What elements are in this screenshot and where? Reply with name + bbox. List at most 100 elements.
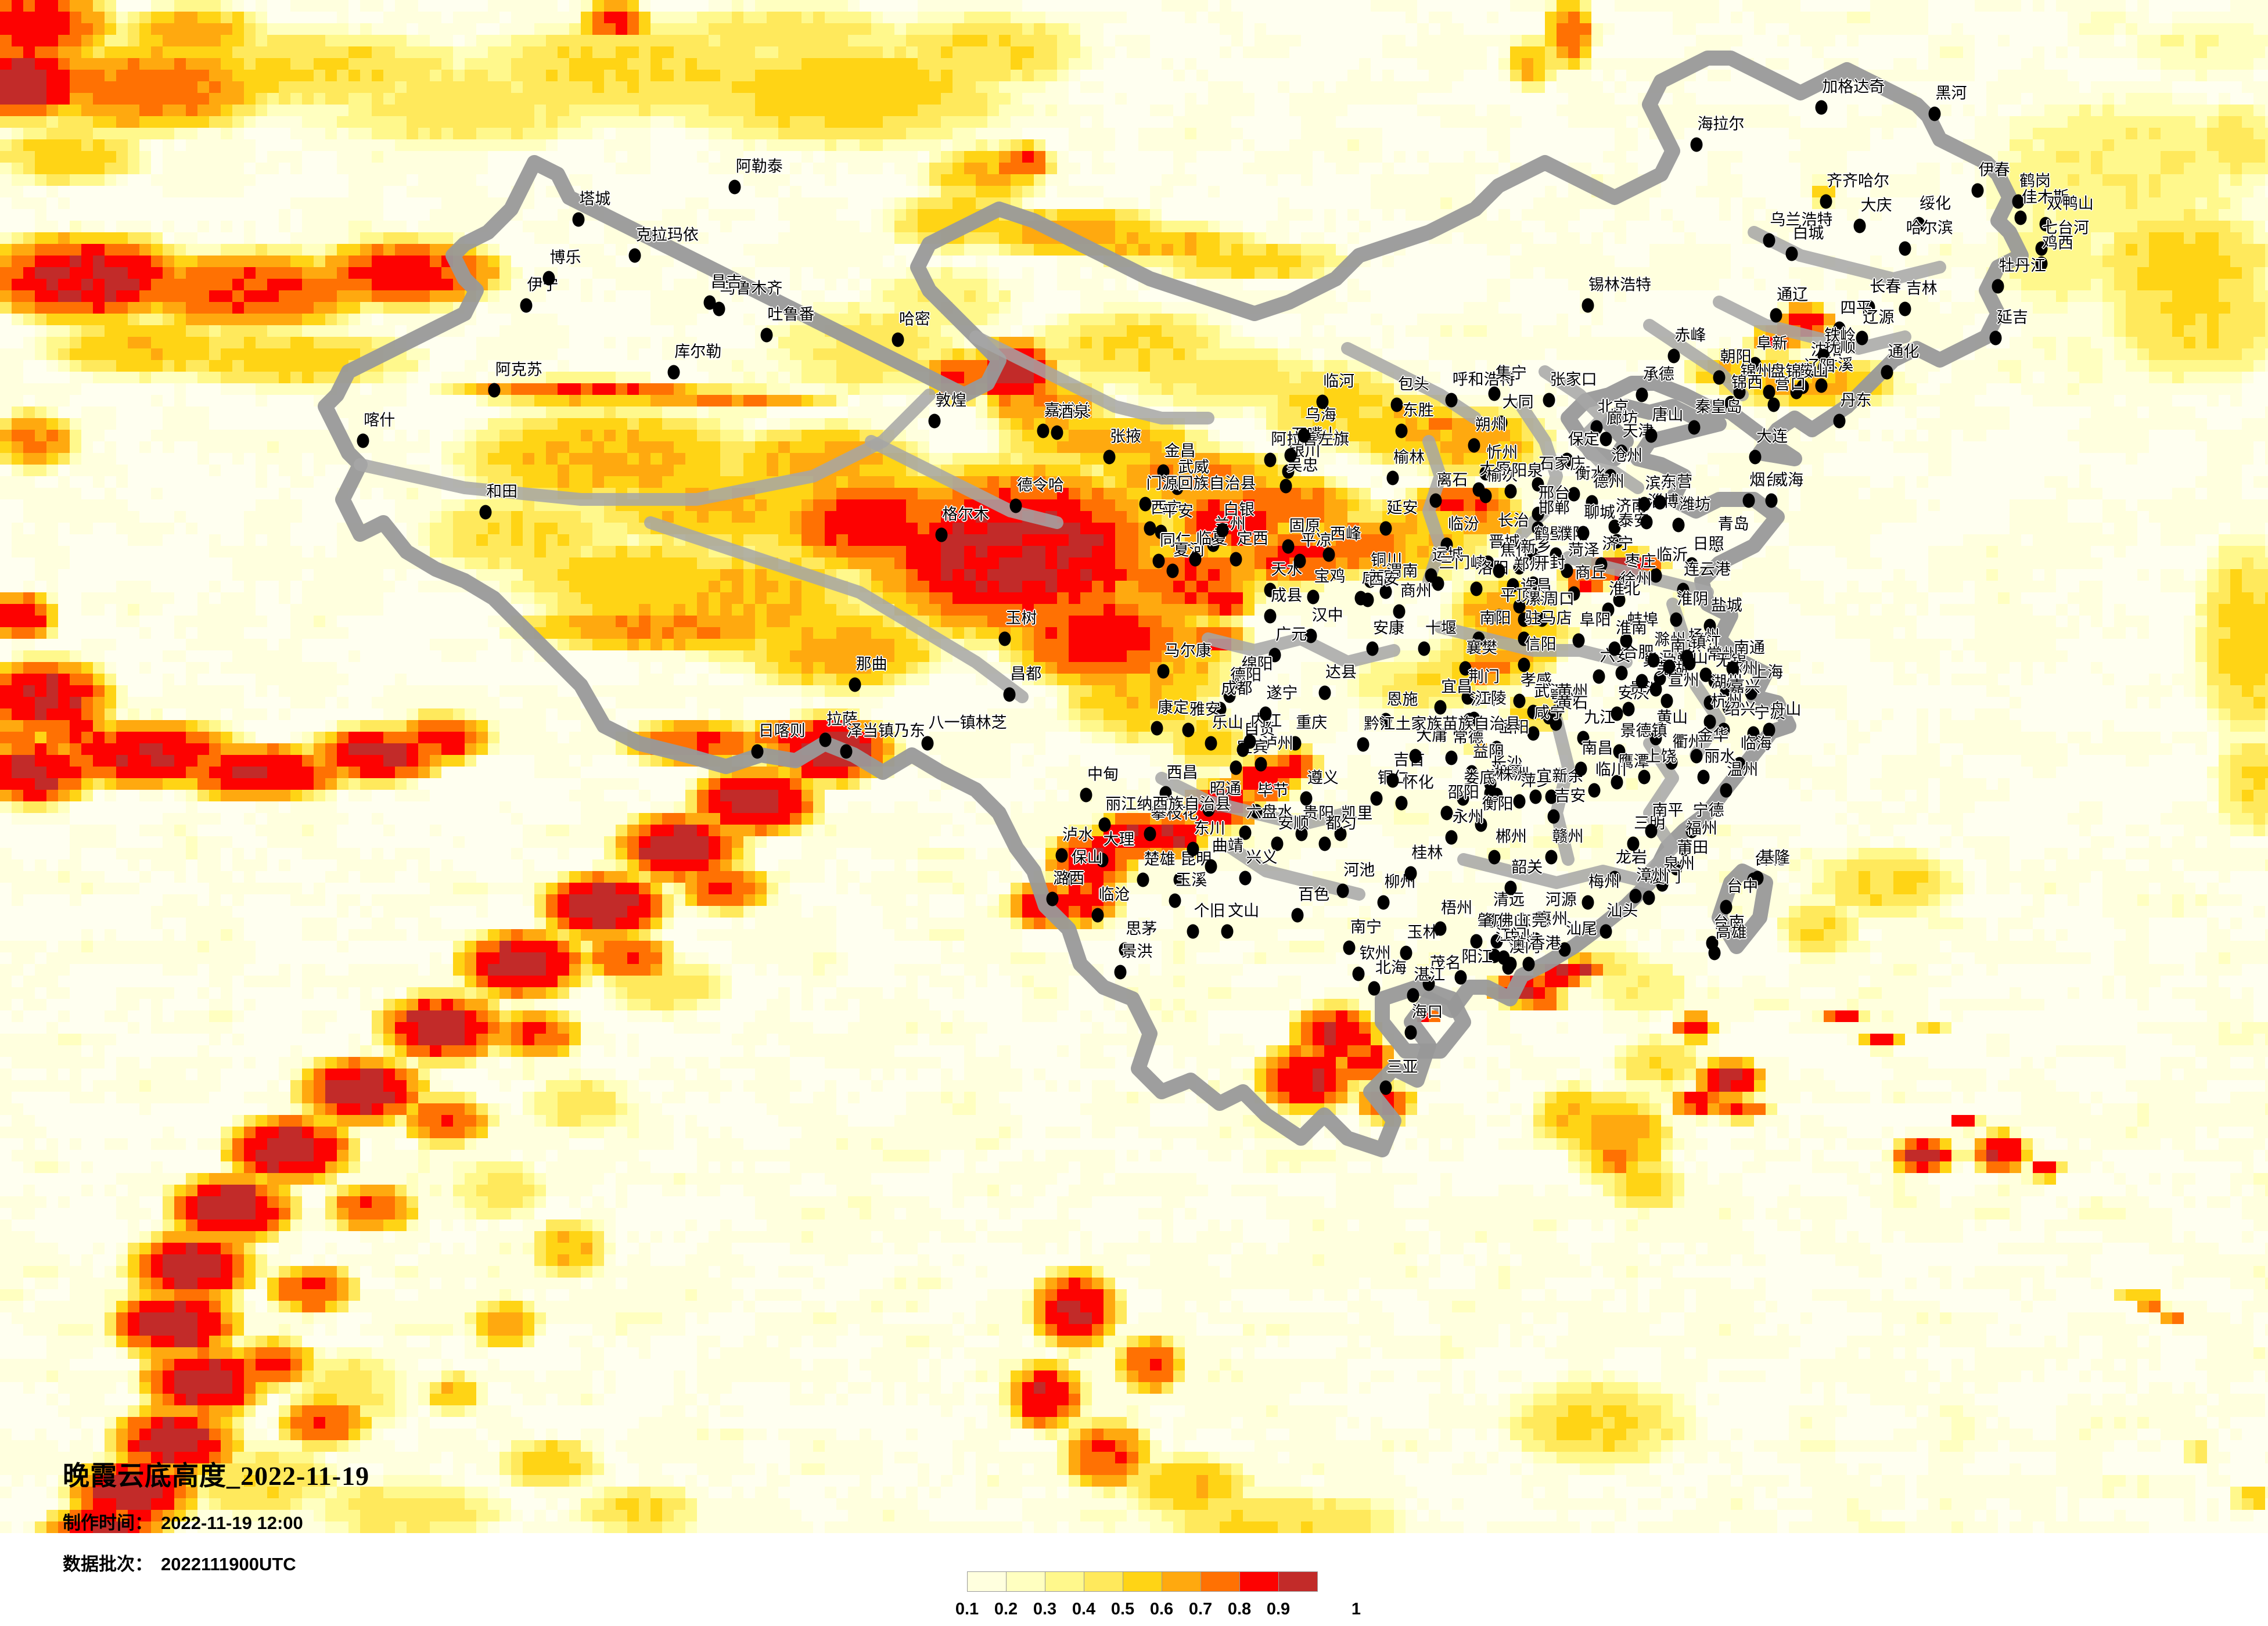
city-dot (1561, 452, 1573, 467)
city-marker: 贵池 (1622, 681, 1660, 717)
city-dot (1137, 872, 1149, 887)
city-dot (1763, 722, 1775, 738)
city-label: 香港 (1529, 934, 1561, 953)
city-marker: 长治 (1490, 513, 1529, 549)
city-marker: 渭南 (1379, 564, 1418, 599)
city-dot (728, 179, 741, 195)
city-label: 黄州 (1557, 682, 1588, 701)
city-marker: 榆林 (1386, 450, 1425, 485)
city-marker: 文山 (1221, 904, 1259, 939)
city-marker: 阳江 (1454, 949, 1493, 985)
city-marker: 惠州 (1529, 912, 1568, 947)
city-label: 武汉 (1534, 682, 1566, 701)
city-dot (1688, 420, 1701, 435)
city-marker: 凯里 (1334, 806, 1372, 841)
city-label: 澳门 (1509, 938, 1541, 956)
city-dot (1767, 397, 1780, 412)
city-marker: 廊坊 (1600, 411, 1638, 447)
city-dot (1379, 521, 1392, 536)
city-marker: 海拉尔 (1690, 117, 1744, 152)
city-marker: 茂名 (1422, 956, 1461, 991)
city-dot (1577, 526, 1590, 541)
city-marker: 绍兴 (1717, 702, 1756, 738)
city-label: 开封 (1534, 554, 1566, 573)
city-marker: 清远 (1486, 892, 1525, 928)
city-marker: 毕节 (1250, 783, 1289, 819)
city-marker: 湘潭 (1484, 765, 1522, 801)
city-dot (1572, 633, 1585, 648)
city-dot (1395, 796, 1408, 811)
city-marker: 离石 (1429, 473, 1468, 508)
city-marker: 新余 (1545, 769, 1584, 804)
city-dot (1670, 612, 1683, 627)
city-dot (1536, 612, 1548, 627)
city-label: 呼和浩特 (1452, 370, 1515, 389)
city-dot (1318, 836, 1331, 851)
city-dot (1527, 547, 1540, 562)
city-label: 那曲 (856, 655, 887, 674)
city-label: 连云港 (1684, 560, 1731, 579)
city-marker: 衢州 (1665, 735, 1703, 770)
city-dot (1459, 661, 1472, 676)
city-marker: 锡林浩特 (1582, 278, 1651, 313)
city-dot (1493, 563, 1505, 578)
city-dot (1586, 495, 1598, 510)
city-dot (1582, 895, 1594, 910)
city-dot (1899, 301, 1911, 316)
city-label: 梅州 (1588, 873, 1620, 891)
city-marker: 大连 (1749, 429, 1788, 465)
city-label: 宁波 (1754, 704, 1786, 722)
city-dot (1654, 495, 1666, 510)
city-dot (1409, 749, 1422, 764)
city-marker: 格尔木 (935, 507, 989, 542)
city-label: 岳阳 (1497, 718, 1529, 737)
city-label: 孝感 (1520, 671, 1552, 690)
city-marker: 南宁 (1343, 920, 1382, 955)
city-dot (1763, 384, 1775, 400)
city-dot (1713, 370, 1726, 385)
city-marker: 泸水 (1055, 827, 1094, 863)
city-label: 邢台 (1539, 484, 1570, 503)
city-label: 厦门 (1649, 868, 1681, 887)
city-marker: 张掖 (1103, 429, 1141, 465)
city-dot (1490, 534, 1503, 549)
city-marker: 钦州 (1352, 946, 1391, 981)
city-label: 阜新 (1756, 334, 1788, 353)
city-marker: 贵阳 (1295, 806, 1334, 841)
city-label: 滨州 (1645, 474, 1677, 493)
city-label: 丽水 (1704, 747, 1736, 766)
city-label: 宣州 (1667, 671, 1699, 690)
city-label: 萍乡 (1520, 772, 1552, 790)
city-dot (1468, 711, 1480, 726)
city-dot (1418, 641, 1430, 656)
city-dot (1318, 685, 1331, 700)
city-marker: 芜湖 (1649, 661, 1688, 697)
legend-tick: 0.3 (1033, 1600, 1057, 1618)
city-label: 石家庄 (1539, 455, 1586, 473)
city-dot (1790, 384, 1803, 400)
city-label: 大理 (1103, 830, 1135, 849)
city-label: 邯郸 (1539, 499, 1570, 517)
city-label: 福州 (1685, 819, 1717, 838)
city-label: 马尔康 (1164, 642, 1212, 660)
city-label: 南通 (1733, 639, 1765, 657)
city-label: 酒泉 (1058, 403, 1090, 422)
city-label: 康定 (1158, 699, 1189, 717)
city-marker: 昭通 (1202, 782, 1241, 817)
city-label: 哈密 (898, 310, 930, 329)
city-marker: 温州 (1720, 762, 1758, 798)
city-marker: 淮北 (1602, 582, 1640, 617)
city-dot (1647, 653, 1660, 668)
city-dot (1543, 393, 1555, 408)
city-marker: 塔城 (572, 192, 610, 227)
city-marker: 河源 (1538, 892, 1577, 928)
city-marker: 泉州 (1656, 857, 1695, 892)
legend-tick: 0.7 (1188, 1600, 1213, 1618)
city-label: 三门峡 (1439, 554, 1486, 573)
city-marker: 基隆 (1751, 850, 1790, 886)
city-marker: 怀化 (1395, 775, 1434, 811)
city-label: 加格达奇 (1822, 78, 1885, 96)
city-marker: 合肥 (1615, 645, 1654, 681)
city-dot (1404, 1025, 1417, 1040)
city-label: 东营 (1660, 473, 1692, 491)
